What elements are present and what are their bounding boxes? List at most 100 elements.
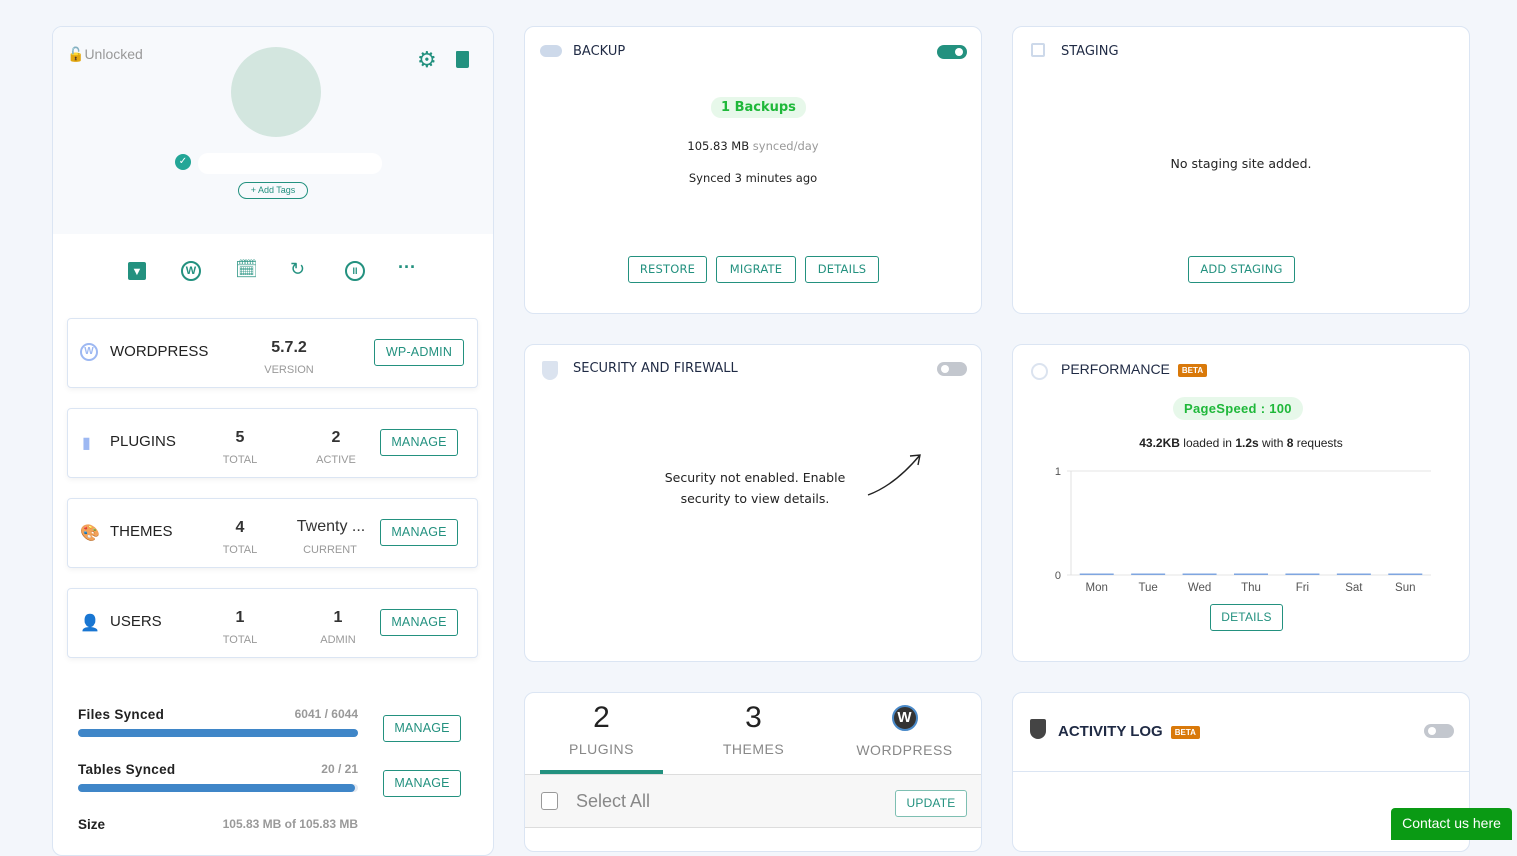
staging-message: No staging site added. xyxy=(1170,156,1312,171)
themes-tab-label: THEMES xyxy=(722,741,785,757)
staging-title: STAGING xyxy=(1061,44,1119,59)
migrate-button[interactable]: MIGRATE xyxy=(716,256,796,283)
loaded-in: loaded in xyxy=(1179,436,1236,450)
themes-manage-button[interactable]: MANAGE xyxy=(380,519,458,546)
synced-time: Synced 3 minutes ago xyxy=(688,171,818,185)
active-label: ACTIVE xyxy=(316,454,356,466)
performance-card: PERFORMANCE BETA PageSpeed : 100 43.2KB l… xyxy=(1012,344,1470,662)
x-tick-label: Mon xyxy=(1086,582,1108,594)
security-card: SECURITY AND FIREWALL Security not enabl… xyxy=(524,344,982,662)
files-progress-bar xyxy=(78,729,358,737)
update-button[interactable]: UPDATE xyxy=(895,790,967,817)
x-tick-label: Sun xyxy=(1395,582,1415,594)
divider xyxy=(1013,771,1469,772)
wp-admin-button[interactable]: WP-ADMIN xyxy=(374,339,464,366)
trash-icon[interactable] xyxy=(456,51,469,68)
wordpress-label: WORDPRESS xyxy=(110,343,209,360)
plugins-active: 2 xyxy=(331,429,341,446)
backup-toggle[interactable] xyxy=(937,45,967,59)
tab-wordpress[interactable]: W WORDPRESS xyxy=(843,693,966,758)
select-all-bar: Select All UPDATE xyxy=(525,774,981,828)
y-tick-label: 1 xyxy=(1055,466,1061,478)
settings-icon[interactable]: ⚙ xyxy=(417,47,437,72)
wordpress-icon[interactable]: W xyxy=(181,261,201,281)
site-card: 🔓Unlocked ⚙ ✓ + Add Tags ▼ W 🗓 ↻ II ··· … xyxy=(52,26,494,856)
performance-details-button[interactable]: DETAILS xyxy=(1210,604,1283,631)
security-message: Security not enabled. Enable security to… xyxy=(664,470,846,506)
beta-badge: BETA xyxy=(1170,725,1200,739)
bar-wed xyxy=(1182,573,1217,575)
lock-icon: 🔓 xyxy=(67,46,85,62)
add-staging-button[interactable]: ADD STAGING xyxy=(1188,256,1295,283)
total-label: TOTAL xyxy=(222,634,258,646)
x-tick-label: Fri xyxy=(1296,582,1309,594)
backup-card: BACKUP 1 Backups 105.83 MB synced/day Sy… xyxy=(524,26,982,314)
bar-mon xyxy=(1079,573,1114,575)
calendar-clock-icon[interactable]: 🗓 xyxy=(235,259,258,279)
wordpress-tab-label: WORDPRESS xyxy=(856,742,953,758)
with-text: with xyxy=(1258,436,1287,450)
backup-size: 105.83 MB synced/day xyxy=(525,139,981,153)
tab-themes[interactable]: 3 THEMES xyxy=(692,693,815,757)
lock-status[interactable]: 🔓Unlocked xyxy=(67,46,143,62)
plugins-count: 2 xyxy=(593,701,610,734)
contact-us-button[interactable]: Contact us here xyxy=(1391,808,1512,840)
sync-icon[interactable]: ↻ xyxy=(290,259,306,279)
themes-total: 4 xyxy=(235,519,245,536)
themes-row: 🎨 THEMES 4 TOTAL Twenty ... CURRENT MANA… xyxy=(67,498,478,568)
performance-chart: 0 1 Mon Tue Wed Thu Fri Sat Sun xyxy=(1055,466,1431,594)
load-stats: 43.2KB loaded in 1.2s with 8 requests xyxy=(1013,436,1469,450)
bar-tue xyxy=(1131,573,1166,575)
add-tags-button[interactable]: + Add Tags xyxy=(238,182,308,199)
activity-title: ACTIVITY LOG BETA xyxy=(1058,723,1200,740)
tab-plugins[interactable]: 2 PLUGINS xyxy=(540,693,663,774)
size-value: 105.83 MB xyxy=(687,139,750,153)
activity-log-toggle[interactable] xyxy=(1424,724,1454,738)
tables-progress-bar xyxy=(78,784,358,792)
x-tick-label: Thu xyxy=(1241,582,1261,594)
users-admin: 1 xyxy=(333,609,343,626)
bar-thu xyxy=(1234,573,1268,575)
size-value: 105.83 MB of 105.83 MB xyxy=(222,817,358,831)
select-all-label[interactable]: Select All xyxy=(576,791,651,811)
tables-progress-fill xyxy=(78,784,356,792)
users-label: USERS xyxy=(110,613,162,630)
more-icon[interactable]: ··· xyxy=(398,257,416,277)
select-all-checkbox[interactable] xyxy=(541,792,558,810)
users-row: 👤 USERS 1 TOTAL 1 ADMIN MANAGE xyxy=(67,588,478,658)
site-name-field[interactable] xyxy=(198,153,382,174)
tables-synced-label: Tables Synced xyxy=(78,762,176,777)
bar-sun xyxy=(1388,573,1423,575)
wordpress-icon: W xyxy=(80,343,98,361)
quick-actions: ▼ W 🗓 ↻ II ··· xyxy=(128,257,418,283)
details-button[interactable]: DETAILS xyxy=(805,256,879,283)
files-synced-value: 6041 / 6044 xyxy=(294,707,358,721)
files-progress-fill xyxy=(78,729,358,737)
users-total: 1 xyxy=(235,609,245,626)
updates-card: 2 PLUGINS 3 THEMES W WORDPRESS Select Al… xyxy=(524,692,982,852)
speedometer-icon xyxy=(1031,363,1048,380)
shield-icon xyxy=(542,361,558,380)
site-thumbnail[interactable] xyxy=(231,47,321,137)
tables-manage-button[interactable]: MANAGE xyxy=(383,770,461,797)
plug-icon: ▮ xyxy=(82,435,91,452)
plugins-manage-button[interactable]: MANAGE xyxy=(380,429,458,456)
files-manage-button[interactable]: MANAGE xyxy=(383,715,461,742)
version-label: VERSION xyxy=(264,364,314,376)
archive-icon[interactable]: ▼ xyxy=(128,262,146,280)
plugins-row: ▮ PLUGINS 5 TOTAL 2 ACTIVE MANAGE xyxy=(67,408,478,478)
total-label: TOTAL xyxy=(222,454,258,466)
wordpress-version: 5.7.2 xyxy=(271,339,307,356)
themes-count: 3 xyxy=(745,701,762,734)
files-synced-label: Files Synced xyxy=(78,707,165,722)
users-manage-button[interactable]: MANAGE xyxy=(380,609,458,636)
staging-card: STAGING No staging site added. ADD STAGI… xyxy=(1012,26,1470,314)
performance-title: PERFORMANCE BETA xyxy=(1061,361,1208,377)
pause-icon[interactable]: II xyxy=(345,261,365,281)
beta-badge: BETA xyxy=(1177,363,1208,377)
plugins-total: 5 xyxy=(235,429,245,446)
restore-button[interactable]: RESTORE xyxy=(628,256,707,283)
security-toggle[interactable] xyxy=(937,362,967,376)
backup-title: BACKUP xyxy=(573,44,626,59)
pagespeed-badge: PageSpeed : 100 xyxy=(1173,397,1303,420)
